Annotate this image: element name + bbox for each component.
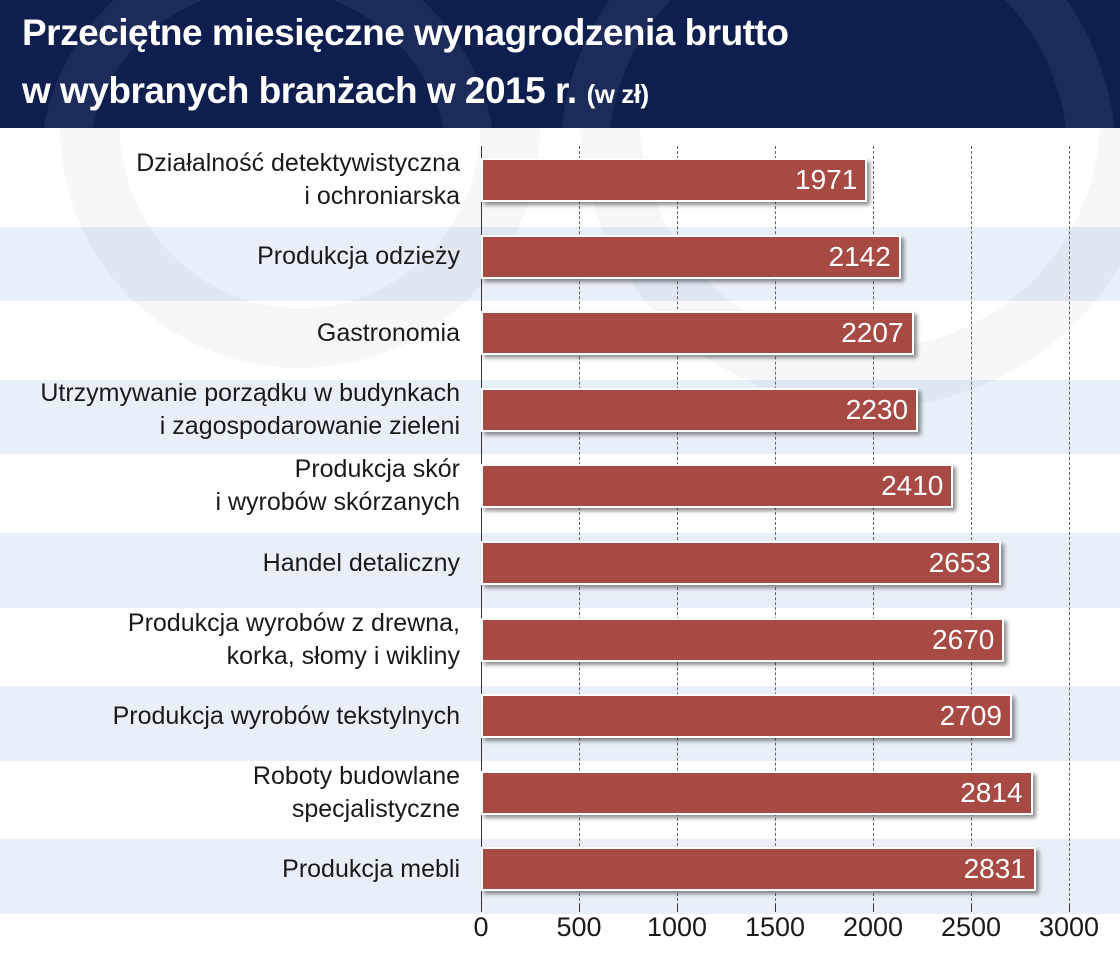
category-label-line: Produkcja wyrobów tekstylnych — [112, 701, 460, 730]
category-label-line: Roboty budowlane — [252, 761, 460, 790]
x-tick-label: 1500 — [744, 912, 806, 942]
category-label: Roboty budowlane specjalistyczne — [0, 760, 460, 826]
category-label: Produkcja wyrobów z drewna, korka, słomy … — [0, 607, 460, 673]
bar: 2207 — [481, 311, 914, 356]
category-label: Produkcja odzieży — [0, 240, 460, 273]
category-label: Produkcja mebli — [0, 853, 460, 886]
category-label: Produkcja skór i wyrobów skórzanych — [0, 453, 460, 519]
x-tick — [677, 904, 678, 912]
grid-line — [677, 146, 678, 906]
chart-title-line1: Przeciętne miesięczne wynagrodzenia brut… — [22, 12, 789, 53]
bar-value-label: 2653 — [928, 547, 991, 578]
grid-line — [873, 146, 874, 906]
x-tick — [481, 904, 482, 912]
bar: 2831 — [481, 847, 1036, 892]
bar: 2814 — [481, 770, 1033, 815]
x-axis-baseline — [481, 146, 482, 908]
bar-value-label: 1971 — [795, 164, 858, 195]
bar-value-label: 2814 — [960, 776, 1023, 808]
category-label-line: specjalistyczne — [291, 794, 460, 823]
category-label-line: Produkcja wyrobów z drewna, — [127, 608, 460, 637]
category-label: Handel detaliczny — [0, 547, 460, 580]
grid-line — [1069, 146, 1070, 906]
bar: 2653 — [481, 541, 1001, 585]
x-tick — [775, 904, 776, 912]
x-tick-label: 3000 — [1038, 912, 1100, 942]
category-label: Gastronomia — [0, 317, 460, 350]
category-label-line: i wyrobów skórzanych — [215, 488, 460, 517]
chart-title-line2-text: w wybranych branżach w 2015 r. — [22, 70, 577, 111]
bar-chart: 0 500 1000 1500 2000 2500 3000 1971 Działalność … — [0, 128, 1120, 966]
x-tick-label: 0 — [473, 912, 489, 942]
category-label-line: Produkcja odzieży — [257, 242, 460, 271]
category-label-line: Produkcja mebli — [282, 854, 460, 883]
bar: 2230 — [481, 387, 919, 432]
x-tick — [971, 904, 972, 912]
x-tick-label: 1000 — [646, 912, 708, 942]
x-tick — [873, 904, 874, 912]
chart-title-line2: w wybranych branżach w 2015 r. (w zł) — [22, 70, 649, 112]
category-label-line: i zagospodarowanie zieleni — [159, 411, 460, 440]
bar-value-label: 2142 — [828, 240, 891, 272]
bar-value-label: 2410 — [881, 470, 944, 502]
x-tick — [579, 904, 580, 912]
bar-value-label: 2709 — [939, 700, 1002, 732]
chart-unit: (w zł) — [586, 79, 650, 109]
bar-value-label: 2670 — [932, 623, 995, 655]
bar-value-label: 2831 — [963, 853, 1026, 885]
bar: 2709 — [481, 694, 1012, 739]
category-label-line: Gastronomia — [316, 318, 460, 347]
category-label-line: Produkcja skór — [294, 455, 460, 484]
category-label: Produkcja wyrobów tekstylnych — [0, 700, 460, 733]
chart-header: Przeciętne miesięczne wynagrodzenia brut… — [0, 0, 1120, 128]
category-label-line: Handel detaliczny — [262, 548, 460, 577]
grid-line — [579, 146, 580, 906]
grid-line — [775, 146, 776, 906]
bar-value-label: 2230 — [845, 393, 909, 425]
x-tick-label: 500 — [556, 912, 602, 942]
bar: 1971 — [481, 158, 868, 202]
category-label: Utrzymywanie porządku w budynkach i zagos… — [0, 377, 460, 443]
category-label: Działalność detektywistyczna i ochroniars… — [0, 147, 460, 213]
category-label-line: korka, słomy i wikliny — [226, 641, 460, 670]
x-tick-label: 2000 — [842, 912, 904, 942]
x-tick — [1069, 904, 1070, 912]
category-label-line: Utrzymywanie porządku w budynkach — [40, 378, 460, 407]
bar: 2410 — [481, 464, 954, 509]
category-label-line: i ochroniarska — [304, 182, 460, 210]
bar: 2142 — [481, 234, 901, 279]
x-tick-label: 2500 — [940, 912, 1002, 942]
grid-line — [971, 146, 972, 906]
bar: 2670 — [481, 617, 1005, 662]
bar-value-label: 2207 — [841, 317, 904, 349]
category-label-line: Działalność detektywistyczna — [136, 149, 460, 177]
